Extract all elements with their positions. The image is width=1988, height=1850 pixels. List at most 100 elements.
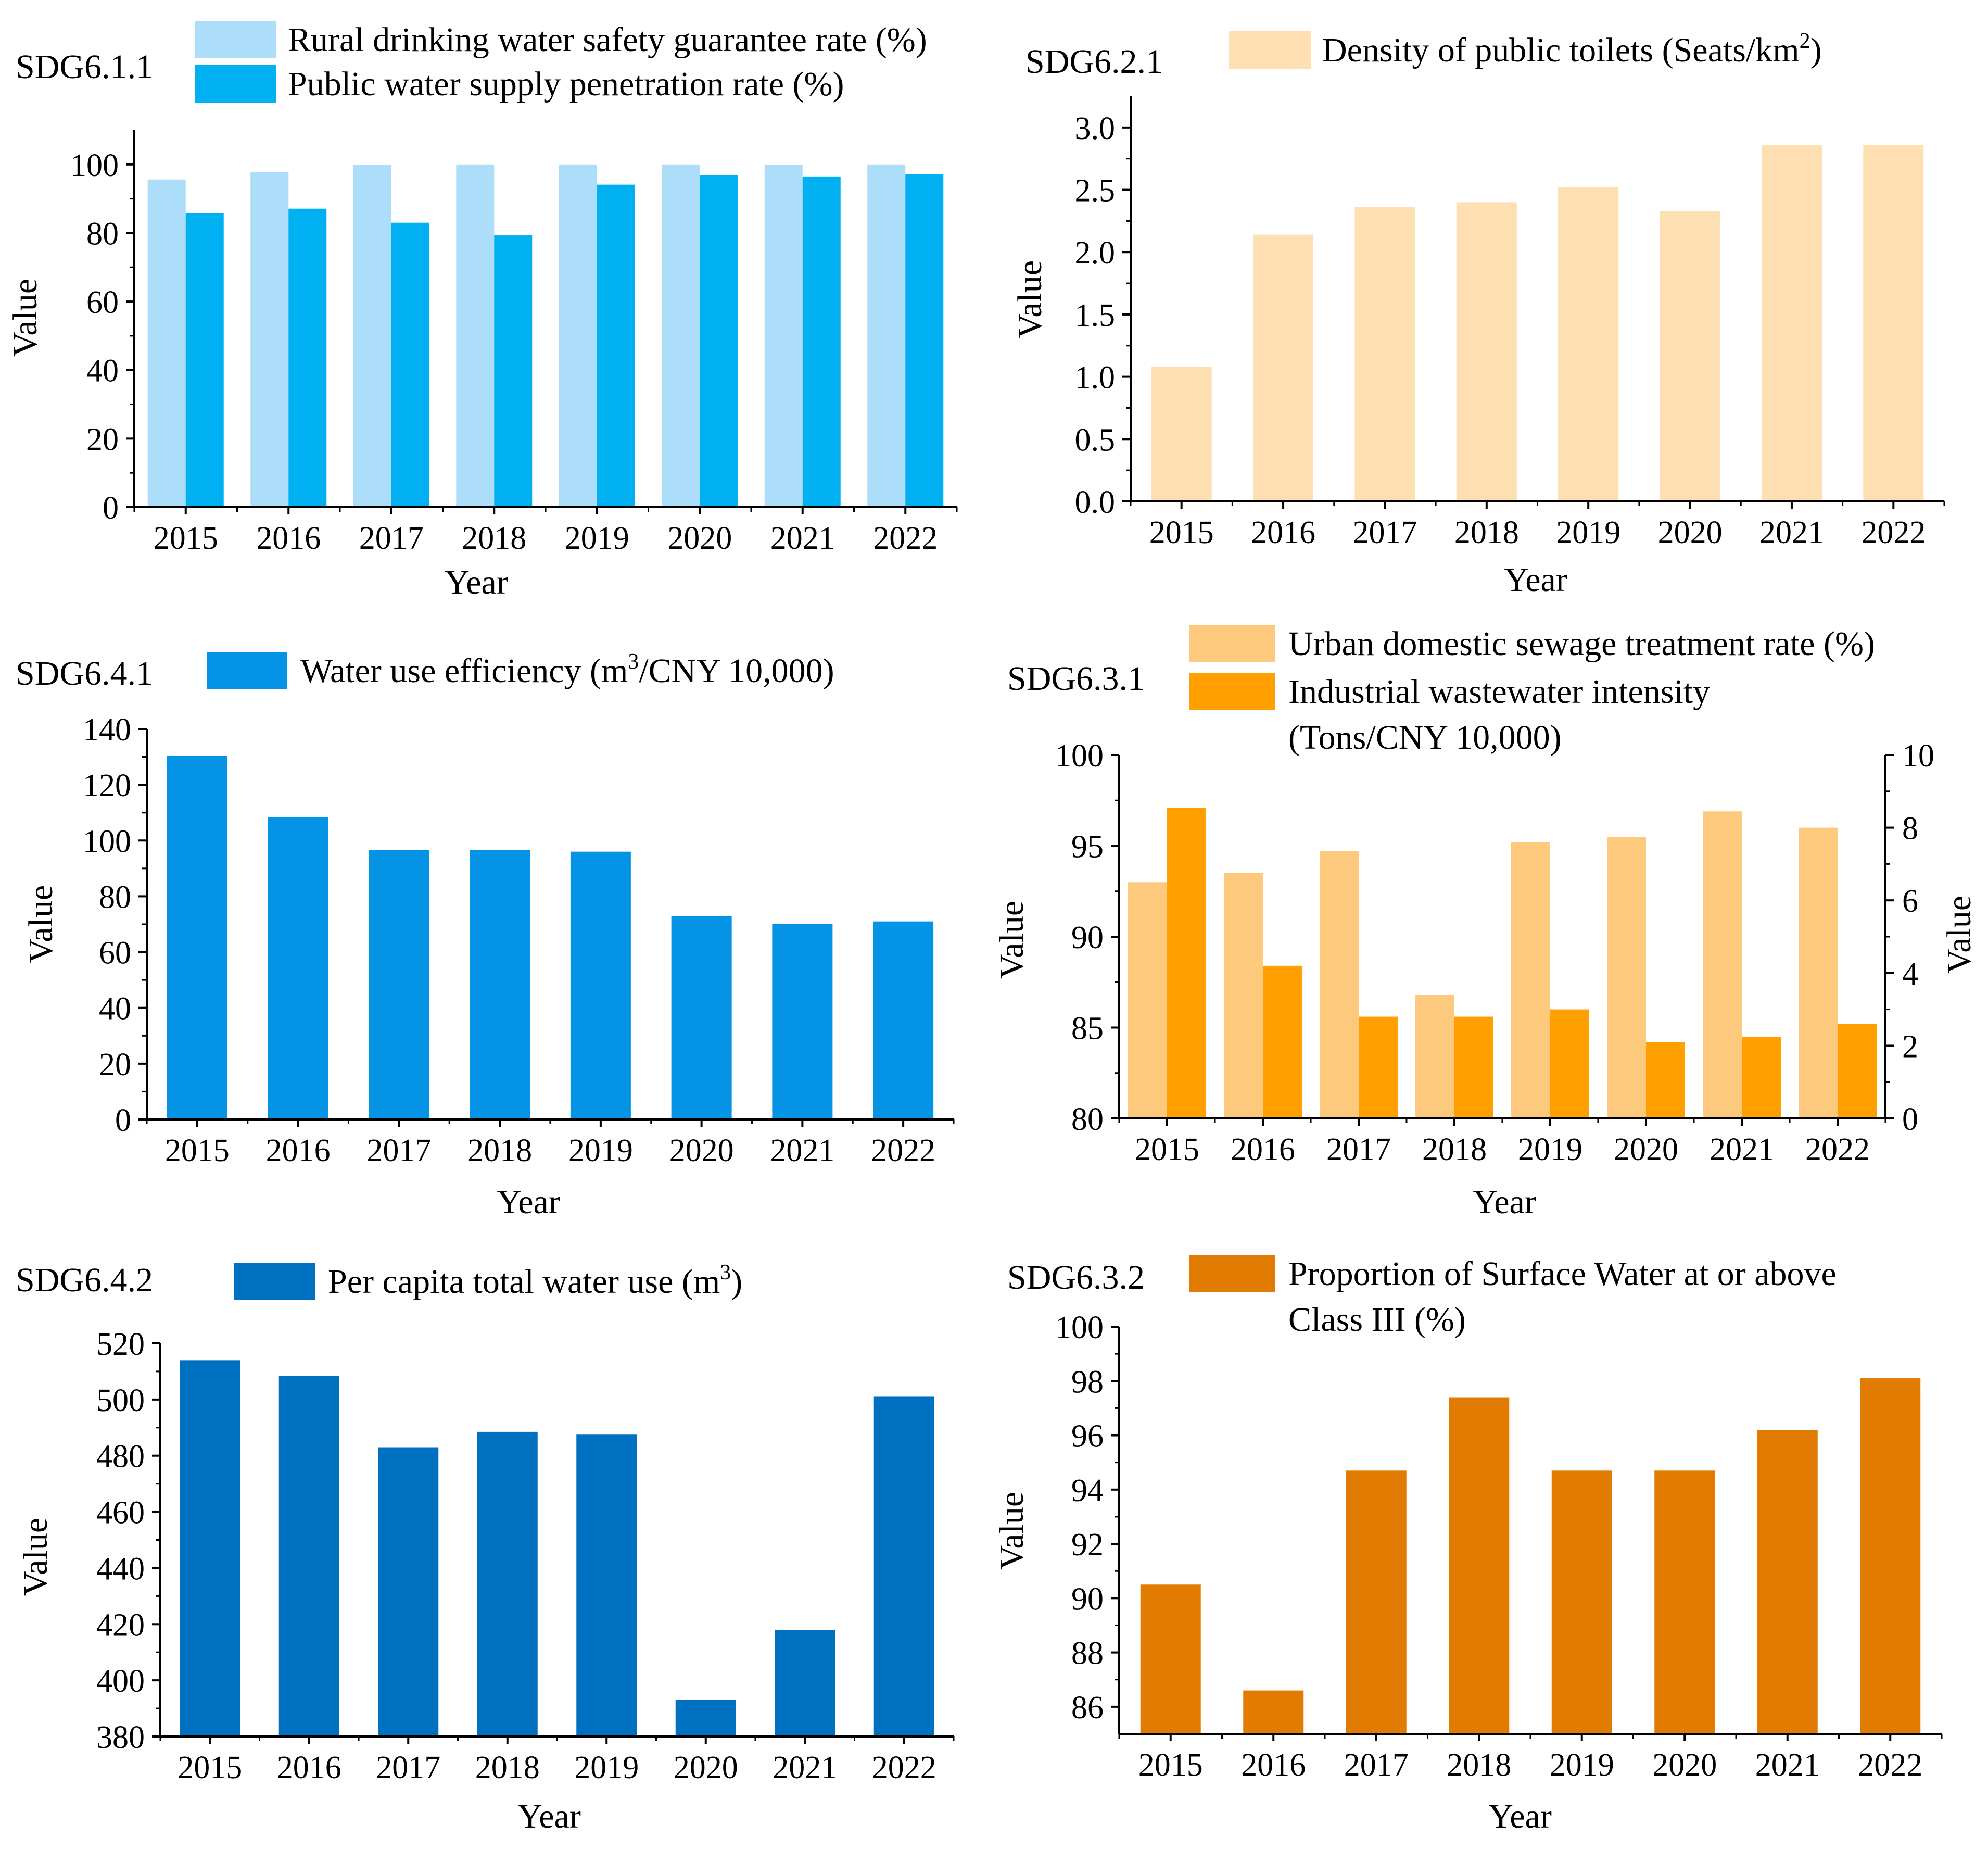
x-axis-label: Year: [1488, 1797, 1552, 1835]
x-tick-label: 2019: [568, 1133, 633, 1168]
bar-2-2017: [1359, 1016, 1398, 1118]
y-right-tick-label: 10: [1902, 738, 1934, 774]
x-tick-label: 2015: [165, 1133, 230, 1168]
x-tick-label: 2022: [872, 1750, 936, 1785]
y-axis-label: Value: [993, 901, 1031, 979]
x-tick-label: 2017: [366, 1133, 431, 1168]
bar-1-2017: [1320, 851, 1359, 1118]
panel-label: SDG6.1.1: [16, 48, 153, 86]
x-tick-label: 2020: [669, 1133, 734, 1168]
legend-swatch: [195, 65, 276, 103]
y-tick-label: 40: [86, 354, 119, 389]
y-tick-label: 2.5: [1075, 173, 1116, 209]
legend-swatch: [1189, 673, 1275, 710]
bar-1-2018: [470, 849, 530, 1119]
x-tick-label: 2018: [1422, 1132, 1487, 1167]
bar-2-2015: [1167, 808, 1206, 1118]
y-tick-label: 520: [96, 1327, 145, 1362]
bar-2-2018: [1454, 1016, 1493, 1118]
bar-1-2015: [167, 756, 227, 1119]
y-tick-label: 420: [96, 1607, 145, 1643]
chart-panel-sdg641: SDG6.4.1 Water use efficiency (m3/CNY 10,…: [16, 650, 955, 1221]
panel-label: SDG6.4.1: [16, 655, 153, 693]
bar-1-2022: [873, 1396, 934, 1736]
y-right-tick-label: 2: [1902, 1029, 1918, 1064]
bar-1-2017: [378, 1447, 439, 1736]
x-tick-label: 2017: [1344, 1747, 1409, 1783]
bar-1-2020: [662, 164, 700, 507]
x-tick-label: 2020: [1652, 1747, 1717, 1783]
y-axis-label: Value: [1011, 260, 1049, 338]
y-tick-label: 460: [96, 1495, 145, 1531]
bar-1-2016: [250, 172, 289, 507]
y-tick-label: 1.0: [1075, 360, 1116, 396]
x-tick-label: 2022: [1861, 515, 1926, 550]
y-tick-label: 400: [96, 1664, 145, 1699]
y-tick-label: 100: [83, 824, 131, 859]
y-tick-label: 98: [1071, 1364, 1104, 1400]
legend-swatch: [234, 1263, 315, 1300]
chart-panel-sdg632: SDG6.3.2 Proportion of Surface Water at o…: [993, 1255, 1943, 1835]
bar-1-2018: [1449, 1397, 1510, 1734]
x-tick-label: 2017: [359, 521, 424, 556]
y-tick-label: 90: [1071, 1581, 1104, 1617]
y-axis-label: Value: [22, 885, 60, 963]
y-tick-label: 0: [115, 1103, 131, 1138]
bar-1-2019: [570, 851, 631, 1119]
y-tick-label: 500: [96, 1383, 145, 1418]
bar-1-2018: [477, 1431, 538, 1736]
y-axis-label-right: Value: [1940, 896, 1978, 974]
bar-1-2022: [1863, 145, 1924, 501]
y-tick-label: 100: [1055, 738, 1104, 774]
bar-2-2015: [185, 213, 224, 507]
y-tick-label: 120: [83, 768, 131, 803]
y-axis-label: Value: [17, 1518, 55, 1596]
bar-1-2019: [1511, 842, 1550, 1118]
legend-label: Density of public toilets (Seats/km2): [1322, 29, 1822, 69]
x-axis-label: Year: [517, 1797, 581, 1835]
y-tick-label: 20: [86, 422, 119, 457]
bar-2-2022: [1838, 1024, 1877, 1118]
bar-1-2022: [867, 164, 906, 507]
y-right-tick-label: 4: [1902, 957, 1918, 992]
legend-label: Public water supply penetration rate (%): [288, 65, 844, 103]
y-tick-label: 2.0: [1075, 235, 1116, 271]
y-axis-label: Value: [993, 1492, 1031, 1570]
x-tick-label: 2022: [1858, 1747, 1922, 1783]
y-tick-label: 380: [96, 1720, 145, 1755]
panel-label: SDG6.3.1: [1007, 660, 1145, 698]
x-tick-label: 2015: [1135, 1132, 1199, 1167]
x-tick-label: 2016: [1251, 515, 1315, 550]
x-tick-label: 2016: [1241, 1747, 1306, 1783]
bar-2-2019: [1550, 1009, 1589, 1118]
bar-1-2020: [675, 1700, 736, 1736]
y-tick-label: 94: [1071, 1473, 1104, 1508]
bar-1-2015: [1151, 367, 1212, 501]
y-tick-label: 20: [99, 1047, 131, 1083]
x-tick-label: 2021: [773, 1750, 837, 1785]
x-tick-label: 2019: [565, 521, 629, 556]
legend-swatch: [1189, 1255, 1275, 1292]
x-tick-label: 2018: [1447, 1747, 1511, 1783]
bar-1-2021: [764, 165, 803, 508]
y-right-tick-label: 8: [1902, 811, 1918, 847]
bar-2-2020: [1646, 1042, 1685, 1118]
bar-1-2015: [1128, 882, 1167, 1118]
x-tick-label: 2016: [1231, 1132, 1295, 1167]
bar-1-2016: [1253, 234, 1314, 501]
y-tick-label: 1.5: [1075, 298, 1116, 333]
y-tick-label: 100: [1055, 1310, 1104, 1345]
x-tick-label: 2018: [1454, 515, 1519, 550]
x-tick-label: 2017: [1326, 1132, 1391, 1167]
bar-1-2018: [1415, 995, 1454, 1118]
x-tick-label: 2017: [376, 1750, 440, 1785]
x-tick-label: 2021: [1755, 1747, 1820, 1783]
bar-1-2020: [1660, 211, 1720, 501]
x-tick-label: 2022: [873, 521, 938, 556]
y-tick-label: 0.0: [1075, 485, 1116, 520]
y-tick-label: 88: [1071, 1636, 1104, 1671]
legend-swatch: [207, 652, 287, 689]
bar-2-2017: [391, 222, 429, 507]
